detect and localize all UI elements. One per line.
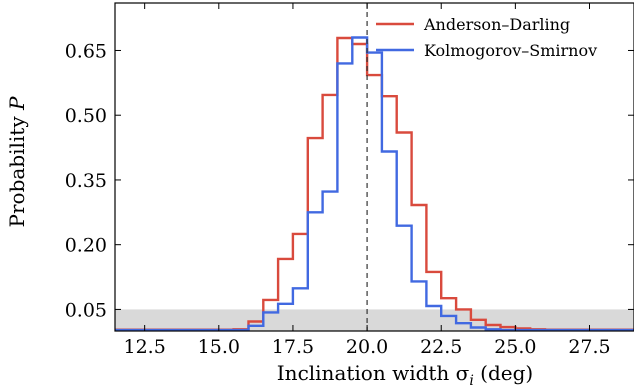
x-tick-label: 12.5 [124,336,166,358]
series-line-kolmogorov-smirnov [115,36,634,332]
y-tick-label: 0.35 [65,170,107,192]
significance-band [115,309,634,331]
y-tick-label: 0.65 [65,40,107,62]
x-axis-title: Inclination width σi (deg) [277,361,533,389]
legend-label: Anderson–Darling [423,15,570,34]
y-axis-title: Probability P [5,96,29,227]
y-tick-label: 0.05 [65,299,107,321]
x-tick-label: 15.0 [198,336,240,358]
plot-area [115,3,634,332]
x-tick-label: 25.0 [494,336,536,358]
legend-label: Kolmogorov–Smirnov [424,41,597,60]
y-tick-label: 0.20 [65,235,107,257]
axes: 12.5 15.0 17.5 20.0 22.5 25.0 27.5 0.05 0.20 0.35… [65,2,634,358]
y-tick-label: 0.50 [65,105,107,127]
x-tick-label: 27.5 [568,336,610,358]
legend: Anderson–Darling Kolmogorov–Smirnov [376,15,597,60]
x-tick-label: 17.5 [272,336,314,358]
x-tick-label: 22.5 [420,336,462,358]
axes-frame [114,2,634,332]
x-tick-label: 20.0 [346,336,388,358]
